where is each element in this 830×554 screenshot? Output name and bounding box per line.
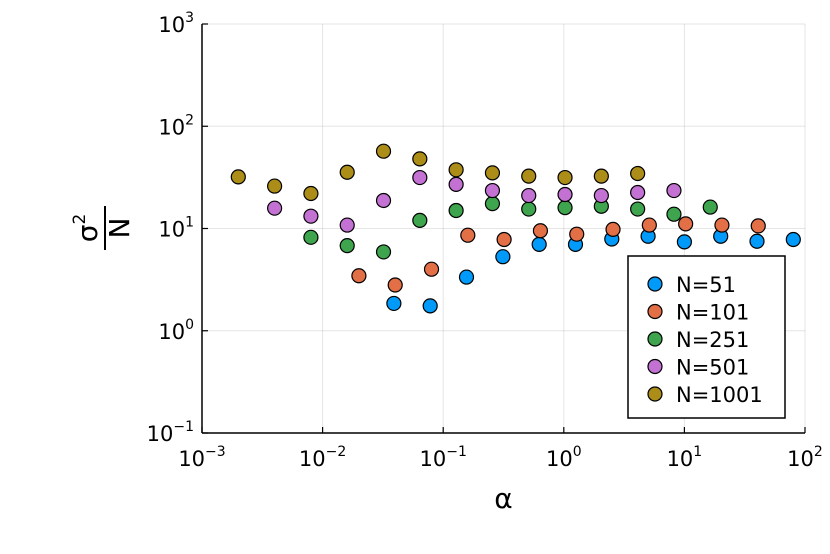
tick-labels: 10−3 10−2 10−1 100 101 102 10−1 100 101 102 103 bbox=[147, 10, 823, 471]
data-point bbox=[230, 169, 246, 185]
data-point bbox=[532, 223, 549, 239]
data-point bbox=[750, 218, 766, 234]
data-points bbox=[230, 143, 801, 314]
legend-marker bbox=[647, 358, 663, 375]
y-tick-label: 10−1 bbox=[147, 419, 194, 446]
data-point bbox=[422, 298, 438, 314]
data-point bbox=[375, 143, 392, 159]
legend-label: N=51 bbox=[676, 273, 736, 297]
x-tick-label: 100 bbox=[546, 444, 582, 471]
data-point bbox=[714, 217, 730, 233]
data-point bbox=[666, 182, 682, 199]
data-point bbox=[267, 178, 283, 194]
data-point bbox=[630, 184, 646, 201]
legend-label: N=101 bbox=[676, 301, 749, 325]
x-tick-label: 101 bbox=[667, 444, 703, 471]
data-point bbox=[521, 168, 537, 184]
series-N=251 bbox=[303, 196, 718, 260]
legend-label: N=1001 bbox=[676, 383, 763, 407]
data-point bbox=[303, 208, 319, 224]
data-point bbox=[630, 165, 646, 182]
data-point bbox=[557, 186, 573, 203]
data-point bbox=[448, 202, 464, 219]
legend: N=51 N=101 N=251 N=501 N=1001 bbox=[627, 255, 786, 419]
data-point bbox=[448, 176, 464, 192]
plot-axes bbox=[201, 23, 806, 434]
data-point bbox=[351, 268, 367, 284]
y-label-denominator: N bbox=[103, 218, 136, 239]
legend-label: N=501 bbox=[676, 356, 749, 380]
data-point bbox=[641, 217, 657, 233]
data-point bbox=[339, 217, 355, 233]
legend-marker bbox=[647, 331, 663, 347]
series-N=1001 bbox=[230, 143, 646, 202]
data-point bbox=[557, 200, 573, 216]
legend-marker bbox=[647, 386, 663, 402]
data-point bbox=[375, 244, 392, 260]
x-tick-label: 102 bbox=[787, 444, 823, 471]
data-point bbox=[749, 233, 765, 249]
x-axis-label-text: α bbox=[494, 482, 512, 515]
data-point bbox=[267, 200, 283, 216]
data-point bbox=[785, 231, 801, 248]
y-tick-label: 101 bbox=[158, 215, 194, 242]
data-point bbox=[605, 221, 621, 237]
data-point bbox=[495, 249, 511, 265]
y-tick-label: 102 bbox=[158, 112, 194, 139]
data-point bbox=[630, 201, 646, 217]
y-tick-label: 103 bbox=[158, 10, 194, 37]
data-point bbox=[412, 151, 428, 167]
data-point bbox=[387, 277, 403, 293]
y-tick-label: 100 bbox=[158, 317, 194, 344]
data-point bbox=[484, 196, 501, 212]
data-point bbox=[423, 261, 440, 277]
data-point bbox=[484, 182, 501, 199]
data-point bbox=[666, 206, 682, 222]
x-tick-label: 10−1 bbox=[420, 444, 467, 471]
data-point bbox=[496, 231, 512, 248]
x-axis-label: α bbox=[494, 482, 512, 515]
data-point bbox=[557, 169, 573, 186]
y-label-numerator: σ2 bbox=[70, 214, 104, 243]
data-point bbox=[386, 295, 402, 312]
data-point bbox=[339, 164, 355, 180]
legend-marker bbox=[647, 276, 663, 292]
data-point bbox=[678, 216, 694, 232]
data-point bbox=[521, 187, 537, 204]
x-tick-label: 10−2 bbox=[299, 444, 346, 471]
data-point bbox=[303, 229, 319, 245]
data-point bbox=[569, 226, 585, 242]
data-point bbox=[702, 199, 718, 215]
data-point bbox=[521, 201, 537, 217]
legend-marker bbox=[647, 303, 663, 320]
data-point bbox=[531, 236, 547, 252]
data-point bbox=[458, 269, 475, 285]
series-N=501 bbox=[267, 169, 682, 233]
legend-label: N=251 bbox=[676, 328, 749, 352]
data-point bbox=[339, 238, 355, 254]
y-axis-label: σ2 N bbox=[70, 206, 136, 250]
data-point bbox=[375, 192, 392, 209]
data-point bbox=[484, 165, 501, 181]
data-point bbox=[460, 227, 476, 243]
data-point bbox=[593, 168, 609, 184]
x-tick-label: 10−3 bbox=[178, 444, 225, 471]
data-point bbox=[676, 234, 693, 250]
data-point bbox=[412, 169, 428, 186]
data-point bbox=[303, 185, 319, 202]
data-point bbox=[448, 162, 464, 178]
data-point bbox=[412, 212, 428, 229]
data-point bbox=[593, 187, 609, 204]
series-N=101 bbox=[351, 216, 766, 293]
